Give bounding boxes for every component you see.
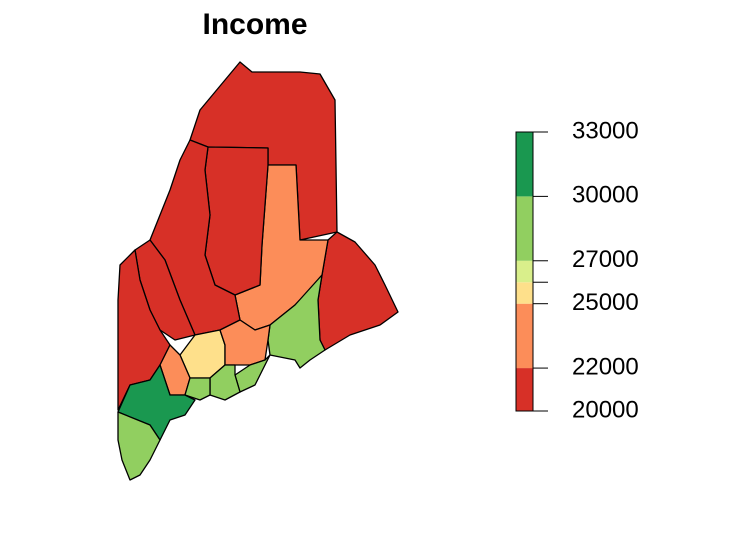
legend-label: 22000 <box>572 353 639 380</box>
legend-label: 33000 <box>572 117 639 144</box>
legend-label: 25000 <box>572 289 639 316</box>
map-title: Income <box>202 8 307 41</box>
legend-frame <box>515 131 534 412</box>
legend-swatch <box>516 282 533 304</box>
legend-swatch <box>516 303 533 369</box>
region <box>117 411 161 481</box>
region <box>204 146 269 296</box>
region <box>317 231 399 351</box>
legend-label: 30000 <box>572 182 639 209</box>
region <box>267 274 326 369</box>
legend-swatch <box>516 196 533 261</box>
legend-label: 27000 <box>572 246 639 273</box>
legend-swatch <box>516 132 533 197</box>
legend-swatch <box>516 368 533 411</box>
legend-swatch <box>516 260 533 283</box>
region <box>184 377 211 401</box>
legend-label: 20000 <box>572 396 639 423</box>
